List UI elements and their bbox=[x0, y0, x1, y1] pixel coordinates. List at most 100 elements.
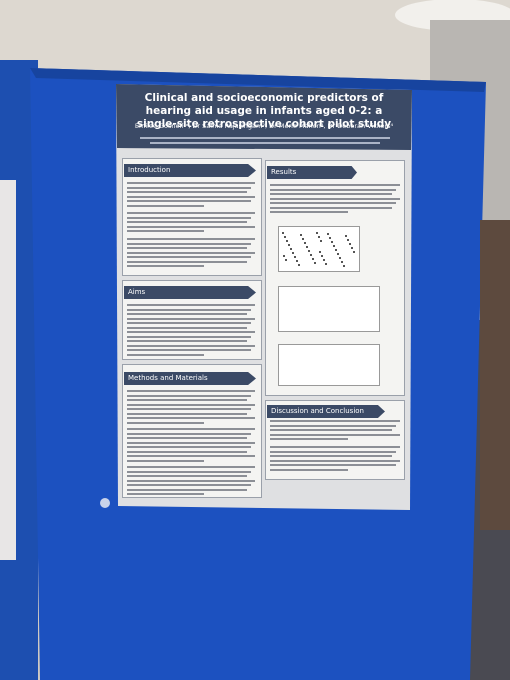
box-figure bbox=[278, 344, 380, 386]
text-line bbox=[127, 313, 247, 315]
text-line bbox=[127, 403, 255, 406]
text-line bbox=[270, 420, 400, 422]
figure-dot bbox=[290, 248, 292, 250]
figure-dot bbox=[325, 263, 327, 265]
affiliations bbox=[135, 134, 393, 146]
text-line bbox=[127, 304, 255, 306]
text-line bbox=[270, 455, 392, 457]
text-line bbox=[127, 238, 255, 240]
text-line bbox=[270, 193, 392, 195]
text-line bbox=[127, 191, 247, 193]
figure-dot bbox=[318, 236, 320, 238]
figure-dot bbox=[285, 259, 287, 261]
text-line bbox=[270, 184, 400, 186]
text-line bbox=[127, 308, 251, 311]
text-line bbox=[127, 200, 251, 202]
text-line bbox=[127, 459, 204, 462]
text-line bbox=[270, 211, 348, 213]
figure-dot bbox=[282, 232, 284, 234]
pin bbox=[100, 498, 110, 508]
text-line bbox=[127, 225, 255, 228]
text-line bbox=[270, 206, 392, 209]
figure-dot bbox=[337, 253, 339, 255]
figure-dot bbox=[294, 256, 296, 258]
text-line bbox=[140, 137, 390, 139]
text-line bbox=[127, 204, 204, 207]
text-line bbox=[270, 433, 400, 436]
figure-dot bbox=[284, 236, 286, 238]
figure-dot bbox=[296, 260, 298, 262]
section-heading: Discussion and Conclusion bbox=[267, 405, 385, 418]
figure-dot bbox=[304, 242, 306, 244]
text-line bbox=[150, 142, 380, 144]
text-line bbox=[270, 468, 348, 471]
board-edge bbox=[30, 68, 486, 92]
text-line bbox=[127, 390, 255, 392]
figure-dot bbox=[300, 234, 302, 236]
figure-dot bbox=[306, 246, 308, 248]
box-figure bbox=[278, 286, 380, 332]
text-line bbox=[127, 335, 251, 338]
text-line bbox=[127, 475, 247, 477]
text-line bbox=[127, 399, 247, 401]
text-line bbox=[127, 428, 255, 430]
text-line bbox=[127, 251, 255, 254]
text-line bbox=[127, 488, 247, 491]
poster-header bbox=[116, 84, 412, 150]
text-line bbox=[127, 326, 247, 329]
text-line bbox=[270, 446, 400, 448]
text-line bbox=[127, 450, 247, 453]
text-line bbox=[270, 188, 396, 191]
text-line bbox=[270, 459, 400, 462]
figure-dot bbox=[321, 255, 323, 257]
text-line bbox=[127, 212, 255, 214]
text-line bbox=[127, 417, 255, 419]
text-line bbox=[127, 230, 204, 232]
figure-dot bbox=[319, 251, 321, 253]
text-line bbox=[127, 394, 251, 397]
figure-dot bbox=[314, 262, 316, 264]
text-line bbox=[270, 464, 396, 466]
text-line bbox=[127, 484, 251, 486]
text-line bbox=[127, 441, 255, 444]
text-line bbox=[270, 429, 392, 431]
text-line bbox=[127, 455, 255, 457]
text-line bbox=[127, 493, 204, 495]
figure-dot bbox=[329, 237, 331, 239]
text-line bbox=[127, 195, 255, 198]
figure-dot bbox=[343, 265, 345, 267]
text-line bbox=[127, 446, 251, 448]
text-line bbox=[270, 438, 348, 440]
scatter-figure bbox=[278, 226, 360, 272]
figure-dot bbox=[327, 233, 329, 235]
figure-dot bbox=[308, 250, 310, 252]
figure-dot bbox=[333, 245, 335, 247]
text-line bbox=[270, 424, 396, 427]
figure-dot bbox=[351, 247, 353, 249]
text-line bbox=[127, 247, 247, 249]
figure-dot bbox=[353, 251, 355, 253]
figure-dot bbox=[286, 240, 288, 242]
text-line bbox=[127, 479, 255, 482]
text-line bbox=[127, 344, 255, 347]
text-line bbox=[127, 322, 251, 324]
figure-dot bbox=[341, 261, 343, 263]
text-line bbox=[127, 340, 247, 342]
text-line bbox=[127, 256, 251, 258]
figure-dot bbox=[335, 249, 337, 251]
figure-dot bbox=[316, 232, 318, 234]
text-line bbox=[127, 221, 247, 223]
text-line bbox=[127, 421, 204, 424]
text-line bbox=[127, 466, 255, 468]
text-line bbox=[127, 432, 251, 435]
figure-dot bbox=[323, 259, 325, 261]
figure-dot bbox=[283, 255, 285, 257]
section-heading: Aims bbox=[124, 286, 256, 299]
section-heading: Results bbox=[267, 166, 357, 179]
text-line bbox=[127, 331, 255, 333]
text-line bbox=[127, 216, 251, 219]
text-line bbox=[127, 182, 255, 184]
figure-dot bbox=[347, 239, 349, 241]
figure-dot bbox=[349, 243, 351, 245]
